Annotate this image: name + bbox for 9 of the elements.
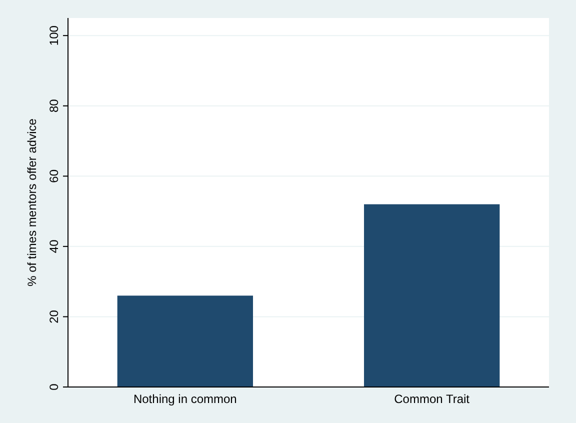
x-tick-label: Common Trait [394,392,470,406]
y-tick-label: 100 [47,25,61,46]
y-tick-label: 60 [47,169,61,183]
y-tick-label: 80 [47,98,61,113]
y-tick-label: 20 [47,310,61,324]
x-tick-label: Nothing in common [133,392,237,406]
y-tick-label: 40 [47,239,61,254]
y-tick-label: 0 [47,383,61,390]
y-axis-title: % of times mentors offer advice [25,118,39,286]
